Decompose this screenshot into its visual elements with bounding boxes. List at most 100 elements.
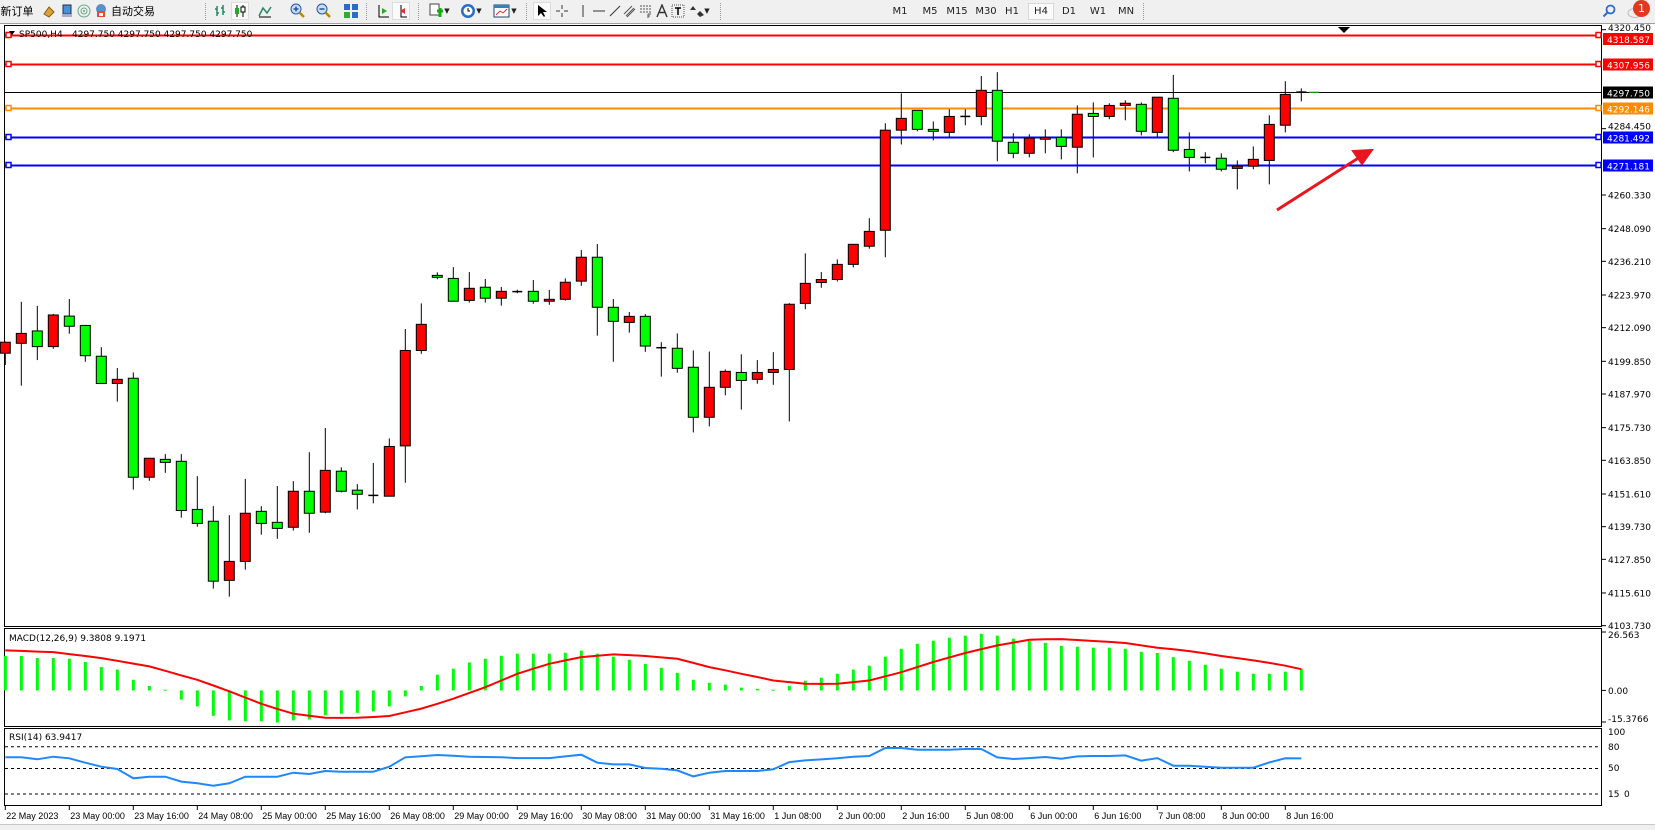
candle-body (1087, 112, 1099, 117)
periods-button[interactable]: ▼ (456, 2, 486, 20)
text-label-icon[interactable] (669, 2, 687, 20)
timeframe-w1[interactable]: W1 (1089, 6, 1107, 17)
candle-body (351, 489, 363, 495)
macd-bar (51, 658, 55, 691)
gold-bars-icon[interactable] (41, 2, 57, 20)
templates-button[interactable]: ▼ (489, 2, 521, 20)
periods-icon (461, 4, 476, 18)
price-tick-label: 4175.730 (1608, 424, 1651, 434)
timeframe-d1[interactable]: D1 (1061, 6, 1077, 17)
bar-chart-icon[interactable] (212, 2, 228, 20)
time-tick-label: 8 Jun 00:00 (1222, 811, 1269, 821)
horizontal-line-icon[interactable] (590, 2, 608, 20)
trendline-icon[interactable] (606, 2, 624, 20)
line-handle-right[interactable] (1595, 133, 1602, 141)
candle-body (415, 323, 427, 351)
candle-body (767, 368, 779, 373)
candle-body (31, 330, 43, 348)
candle-body (991, 89, 1003, 142)
line-handle-right[interactable] (1595, 31, 1602, 39)
time-tick-label: 30 May 08:00 (582, 811, 637, 821)
timeframe-m1[interactable]: M1 (892, 6, 908, 17)
candle-body (287, 490, 299, 528)
line-handle-left[interactable] (5, 31, 12, 39)
chart-shift-marker-icon[interactable] (1338, 27, 1350, 33)
macd-bar (627, 659, 631, 691)
macd-bar (275, 690, 279, 723)
line-handle-left[interactable] (5, 161, 12, 169)
line-handle-left[interactable] (5, 133, 12, 141)
indicators-button[interactable]: ▼ (424, 2, 454, 20)
candle (783, 303, 795, 422)
main-pane[interactable] (4, 25, 1602, 627)
candle (831, 259, 843, 282)
macd-bar (99, 667, 103, 691)
crosshair-icon[interactable] (553, 2, 571, 20)
macd-bar (1123, 648, 1127, 691)
search-icon[interactable] (1600, 2, 1618, 20)
timeframe-mn[interactable]: MN (1117, 6, 1135, 17)
line-chart-icon[interactable] (257, 2, 273, 20)
signal-icon[interactable] (76, 2, 92, 20)
new-order-button[interactable]: 新订单 (0, 2, 34, 20)
timeframe-m30[interactable]: M30 (975, 6, 997, 17)
rsi-pane[interactable] (4, 728, 1602, 806)
timeframe-h1[interactable]: H1 (1005, 6, 1019, 17)
macd-tick-label: 0.00 (1608, 687, 1628, 697)
candle-body (943, 115, 955, 133)
candle (1279, 81, 1291, 133)
price-label: 4281.492 (1607, 135, 1650, 145)
candlestick-icon[interactable] (231, 2, 249, 20)
equidistant-channel-icon[interactable] (621, 2, 639, 20)
candle-body (1279, 93, 1291, 126)
line-handle-right[interactable] (1595, 161, 1602, 169)
candle (687, 350, 699, 433)
tile-windows-icon[interactable] (342, 2, 360, 20)
zoom-in-icon[interactable] (289, 2, 307, 20)
candle-body (1055, 136, 1067, 147)
candle-body (111, 378, 123, 384)
text-icon[interactable] (653, 2, 671, 20)
timeframe-m5[interactable]: M5 (922, 6, 938, 17)
candle (512, 289, 523, 294)
price-tick-label: 4139.730 (1608, 523, 1651, 533)
auto-trading-label: 自动交易 (111, 5, 155, 18)
fibonacci-icon[interactable] (637, 2, 655, 20)
timeframe-h4[interactable]: H4 (1028, 3, 1054, 20)
dropdown-triangle-icon[interactable] (9, 31, 15, 35)
candle-body (1247, 158, 1259, 167)
line-handle-right[interactable] (1595, 104, 1602, 112)
macd-tick-label: -15.3766 (1608, 715, 1649, 725)
timeframe-m15[interactable]: M15 (946, 6, 968, 17)
market-watch-icon[interactable] (59, 2, 75, 20)
time-tick-label: 22 May 2023 (6, 811, 58, 821)
autoscroll-icon[interactable] (392, 2, 410, 20)
candle (111, 368, 123, 402)
line-handle-left[interactable] (5, 104, 12, 112)
candle (671, 333, 683, 373)
chart-shift-icon[interactable] (374, 2, 392, 20)
line-handle-left[interactable] (5, 60, 12, 68)
candle (368, 462, 379, 504)
auto-trading-button[interactable]: 自动交易 (93, 2, 183, 20)
price-tick-label: 4284.450 (1608, 123, 1651, 133)
candle-body (911, 109, 923, 130)
macd-bar (35, 658, 39, 691)
macd-label: MACD(12,26,9) 9.3808 9.1971 (9, 634, 146, 644)
cursor-icon[interactable] (533, 2, 551, 20)
macd-bar (931, 640, 935, 691)
line-handle-right[interactable] (1595, 60, 1602, 68)
macd-bar (595, 653, 599, 691)
candle-body (1183, 148, 1195, 158)
macd-bar (1075, 646, 1079, 691)
vertical-line-icon[interactable] (574, 2, 592, 20)
candle (543, 289, 555, 305)
candle-body (239, 512, 251, 562)
macd-bar (467, 662, 471, 691)
macd-bar (355, 690, 359, 713)
zoom-out-icon[interactable] (315, 2, 333, 20)
candle-body (207, 520, 219, 582)
candle-body (383, 445, 395, 497)
arrows-button[interactable]: ▼ (685, 2, 715, 20)
